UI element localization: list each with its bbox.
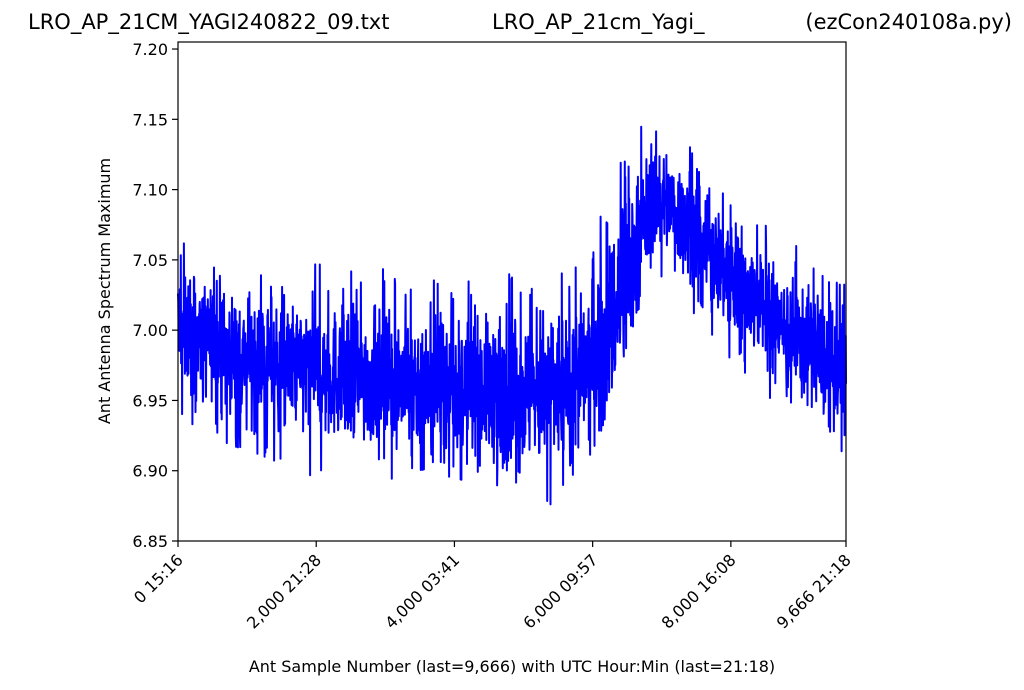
y-tick-label: 7.20 bbox=[132, 40, 168, 59]
y-tick-label: 7.05 bbox=[132, 251, 168, 270]
data-line-layer bbox=[177, 125, 847, 506]
y-axis-label: Ant Antenna Spectrum Maximum bbox=[95, 158, 114, 424]
x-axis-label: Ant Sample Number (last=9,666) with UTC … bbox=[249, 657, 775, 676]
file-name-label: LRO_AP_21CM_YAGI240822_09.txt bbox=[28, 10, 390, 34]
y-tick-label: 7.10 bbox=[132, 181, 168, 200]
y-axis: 6.85 6.90 6.95 7.00 7.05 7.10 7.15 7.20 bbox=[132, 40, 178, 551]
x-tick-label: 2,000 21:28 bbox=[243, 550, 325, 632]
x-tick-label: 8,000 16:08 bbox=[658, 550, 740, 632]
antenna-label: LRO_AP_21cm_Yagi_ bbox=[492, 10, 705, 34]
y-tick-label: 7.15 bbox=[132, 110, 168, 129]
plot-frame bbox=[177, 41, 847, 542]
x-tick-label: 0 15:16 bbox=[130, 550, 187, 607]
x-axis: 0 15:16 2,000 21:28 4,000 03:41 6,000 09:57… bbox=[130, 541, 855, 632]
y-tick-label: 6.90 bbox=[132, 462, 168, 481]
y-tick-label: 7.00 bbox=[132, 321, 168, 340]
spectrum-max-line bbox=[177, 125, 847, 506]
x-tick-label: 6,000 09:57 bbox=[519, 550, 601, 632]
x-tick-label: 4,000 03:41 bbox=[381, 550, 463, 632]
x-tick-label: 9,666 21:18 bbox=[773, 550, 855, 632]
script-version-label: (ezCon240108a.py) bbox=[805, 10, 1012, 34]
y-tick-label: 6.95 bbox=[132, 391, 168, 410]
y-tick-label: 6.85 bbox=[132, 532, 168, 551]
